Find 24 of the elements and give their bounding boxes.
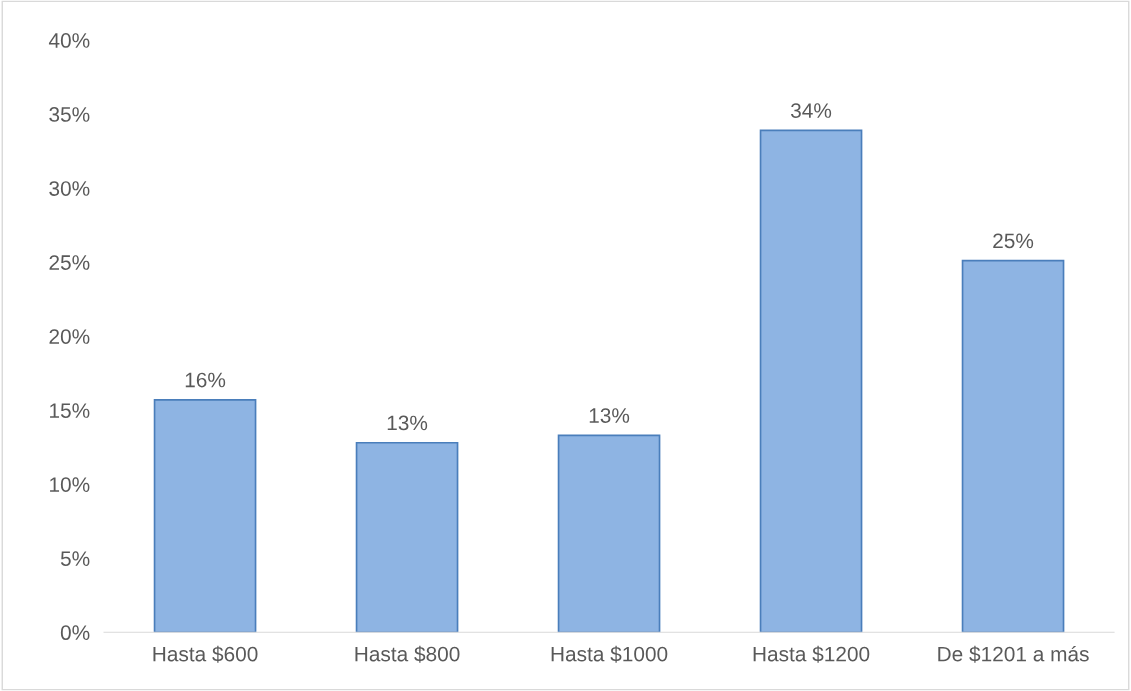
bar: [557, 434, 661, 633]
y-tick-label: 25%: [49, 255, 90, 270]
y-tick-label: 40%: [48, 33, 90, 48]
y-tick-label: 20%: [49, 329, 90, 344]
bar: [961, 259, 1065, 633]
y-tick-label: 0%: [60, 625, 90, 641]
x-tick-label: De $1201 a más: [938, 645, 1089, 663]
bar: [355, 441, 459, 633]
x-tick-label: Hasta $600: [153, 645, 258, 663]
y-tick-label: 35%: [49, 107, 90, 122]
data-label: 25%: [993, 233, 1034, 249]
y-tick-label: 10%: [50, 477, 90, 492]
x-tick-label: Hasta $1000: [551, 645, 668, 663]
y-tick-label: 15%: [50, 403, 90, 418]
data-label: 13%: [589, 408, 630, 423]
bar: [153, 398, 257, 633]
y-tick-label: 30%: [49, 181, 90, 196]
data-label: 34%: [790, 103, 832, 118]
y-tick-label: 5%: [60, 551, 90, 566]
data-label: 13%: [387, 415, 428, 431]
x-tick-label: Hasta $1200: [753, 645, 870, 663]
bar: [759, 129, 863, 633]
data-label: 16%: [185, 372, 226, 388]
x-tick-label: Hasta $800: [355, 645, 460, 663]
